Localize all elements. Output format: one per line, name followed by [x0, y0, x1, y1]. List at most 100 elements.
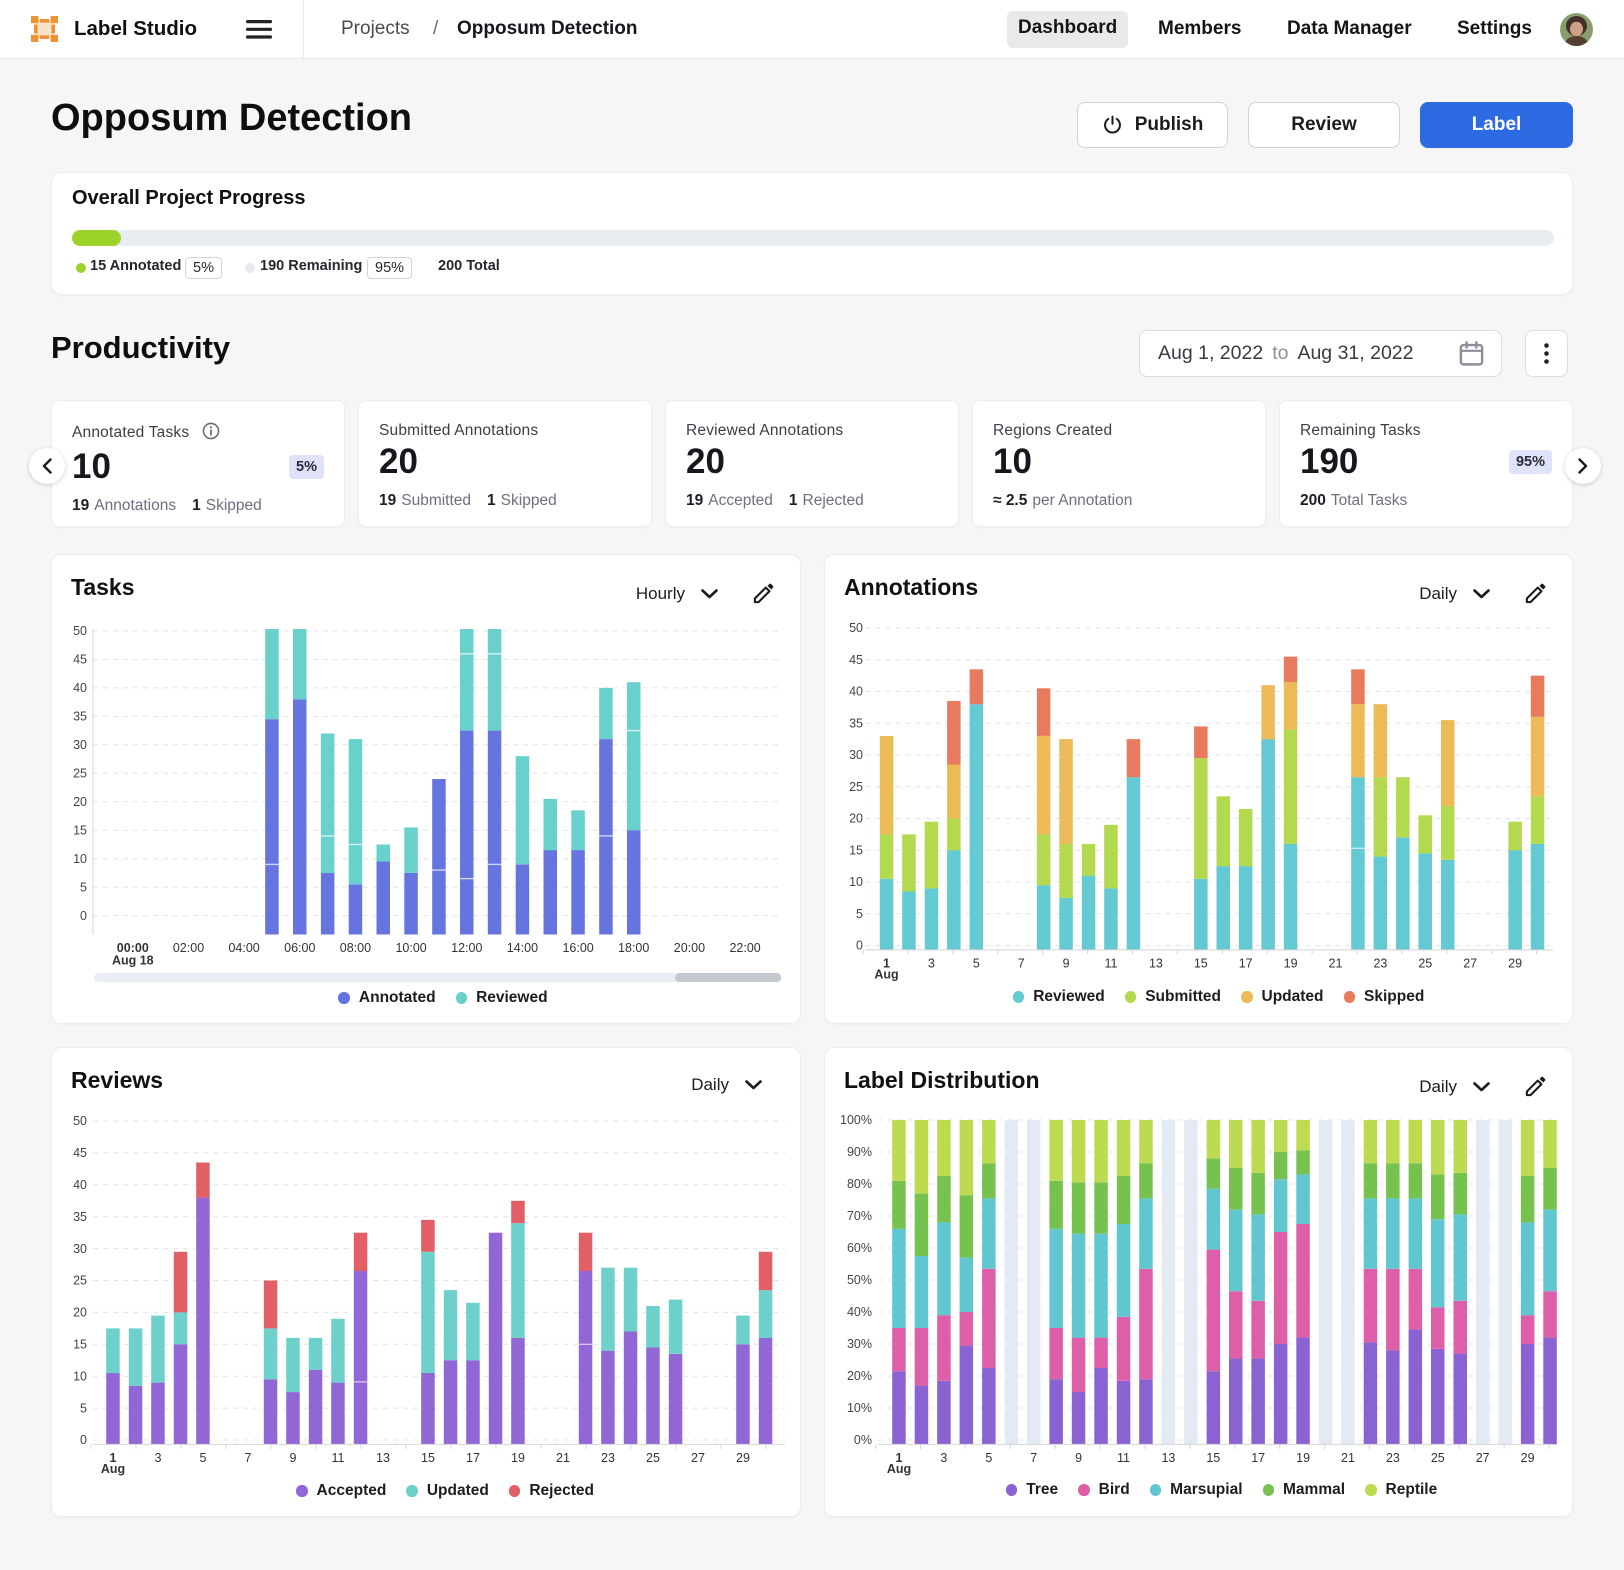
svg-text:15: 15	[1206, 1451, 1220, 1465]
svg-text:20: 20	[849, 812, 863, 826]
svg-text:Aug: Aug	[887, 1462, 911, 1476]
svg-text:60%: 60%	[847, 1241, 872, 1255]
svg-text:15: 15	[73, 823, 87, 837]
svg-text:25: 25	[1418, 957, 1432, 971]
svg-text:27: 27	[1463, 957, 1477, 971]
svg-text:10%: 10%	[847, 1401, 872, 1415]
svg-text:50: 50	[849, 621, 863, 635]
svg-text:10: 10	[73, 1369, 87, 1383]
svg-text:20:00: 20:00	[674, 941, 705, 955]
svg-text:50: 50	[73, 1114, 87, 1128]
svg-text:29: 29	[1508, 957, 1522, 971]
svg-text:21: 21	[1341, 1451, 1355, 1465]
svg-text:10:00: 10:00	[395, 941, 426, 955]
svg-text:0: 0	[856, 939, 863, 953]
svg-text:20%: 20%	[847, 1369, 872, 1383]
svg-text:45: 45	[73, 1146, 87, 1160]
svg-text:27: 27	[691, 1451, 705, 1465]
svg-text:17: 17	[1239, 957, 1253, 971]
svg-text:25: 25	[849, 780, 863, 794]
svg-text:30: 30	[73, 738, 87, 752]
svg-text:0%: 0%	[854, 1433, 872, 1447]
svg-text:25: 25	[73, 1274, 87, 1288]
svg-text:35: 35	[849, 716, 863, 730]
svg-text:45: 45	[73, 653, 87, 667]
svg-text:23: 23	[601, 1451, 615, 1465]
svg-text:23: 23	[1373, 957, 1387, 971]
svg-text:5: 5	[973, 957, 980, 971]
svg-text:40: 40	[849, 685, 863, 699]
svg-text:20: 20	[73, 795, 87, 809]
svg-text:5: 5	[985, 1451, 992, 1465]
svg-text:13: 13	[1161, 1451, 1175, 1465]
svg-text:40%: 40%	[847, 1305, 872, 1319]
svg-text:50: 50	[73, 624, 87, 638]
svg-text:21: 21	[1329, 957, 1343, 971]
svg-text:9: 9	[290, 1451, 297, 1465]
svg-text:27: 27	[1476, 1451, 1490, 1465]
svg-text:23: 23	[1386, 1451, 1400, 1465]
svg-text:Aug: Aug	[874, 968, 898, 982]
svg-text:25: 25	[73, 767, 87, 781]
svg-text:3: 3	[940, 1451, 947, 1465]
svg-text:29: 29	[736, 1451, 750, 1465]
svg-text:45: 45	[849, 653, 863, 667]
svg-text:13: 13	[1149, 957, 1163, 971]
svg-text:50%: 50%	[847, 1273, 872, 1287]
svg-text:100%: 100%	[840, 1113, 872, 1127]
svg-text:00:00: 00:00	[117, 941, 149, 955]
svg-text:14:00: 14:00	[507, 941, 538, 955]
svg-text:11: 11	[332, 1451, 345, 1465]
svg-text:16:00: 16:00	[562, 941, 593, 955]
svg-text:9: 9	[1075, 1451, 1082, 1465]
svg-text:15: 15	[1194, 957, 1208, 971]
svg-text:11: 11	[1117, 1451, 1130, 1465]
svg-text:08:00: 08:00	[340, 941, 371, 955]
svg-text:35: 35	[73, 710, 87, 724]
svg-text:Aug: Aug	[101, 1462, 125, 1476]
svg-text:70%: 70%	[847, 1209, 872, 1223]
svg-text:7: 7	[245, 1451, 252, 1465]
svg-text:1: 1	[883, 957, 890, 971]
svg-text:22:00: 22:00	[729, 941, 760, 955]
svg-text:Aug 18: Aug 18	[112, 954, 154, 968]
svg-text:19: 19	[1296, 1451, 1310, 1465]
svg-text:10: 10	[73, 852, 87, 866]
svg-text:3: 3	[155, 1451, 162, 1465]
svg-text:3: 3	[928, 957, 935, 971]
svg-text:30%: 30%	[847, 1337, 872, 1351]
svg-text:19: 19	[511, 1451, 525, 1465]
svg-text:80%: 80%	[847, 1177, 872, 1191]
svg-text:7: 7	[1030, 1451, 1037, 1465]
svg-text:19: 19	[1284, 957, 1298, 971]
svg-text:40: 40	[73, 681, 87, 695]
svg-text:04:00: 04:00	[228, 941, 259, 955]
svg-text:15: 15	[73, 1338, 87, 1352]
svg-text:5: 5	[856, 907, 863, 921]
svg-text:9: 9	[1063, 957, 1070, 971]
svg-text:06:00: 06:00	[284, 941, 315, 955]
svg-text:30: 30	[849, 748, 863, 762]
svg-text:0: 0	[80, 909, 87, 923]
svg-text:12:00: 12:00	[451, 941, 482, 955]
svg-text:17: 17	[1251, 1451, 1265, 1465]
svg-text:25: 25	[646, 1451, 660, 1465]
svg-text:1: 1	[896, 1451, 903, 1465]
svg-text:1: 1	[110, 1451, 117, 1465]
svg-text:40: 40	[73, 1178, 87, 1192]
svg-text:29: 29	[1521, 1451, 1535, 1465]
svg-text:5: 5	[80, 1401, 87, 1415]
svg-text:02:00: 02:00	[173, 941, 204, 955]
svg-text:35: 35	[73, 1210, 87, 1224]
svg-text:21: 21	[556, 1451, 570, 1465]
svg-text:18:00: 18:00	[618, 941, 649, 955]
svg-text:11: 11	[1105, 957, 1118, 971]
svg-text:13: 13	[376, 1451, 390, 1465]
svg-text:7: 7	[1018, 957, 1025, 971]
svg-text:15: 15	[421, 1451, 435, 1465]
svg-text:0: 0	[80, 1433, 87, 1447]
svg-text:25: 25	[1431, 1451, 1445, 1465]
svg-text:10: 10	[849, 875, 863, 889]
svg-text:5: 5	[200, 1451, 207, 1465]
svg-text:30: 30	[73, 1242, 87, 1256]
